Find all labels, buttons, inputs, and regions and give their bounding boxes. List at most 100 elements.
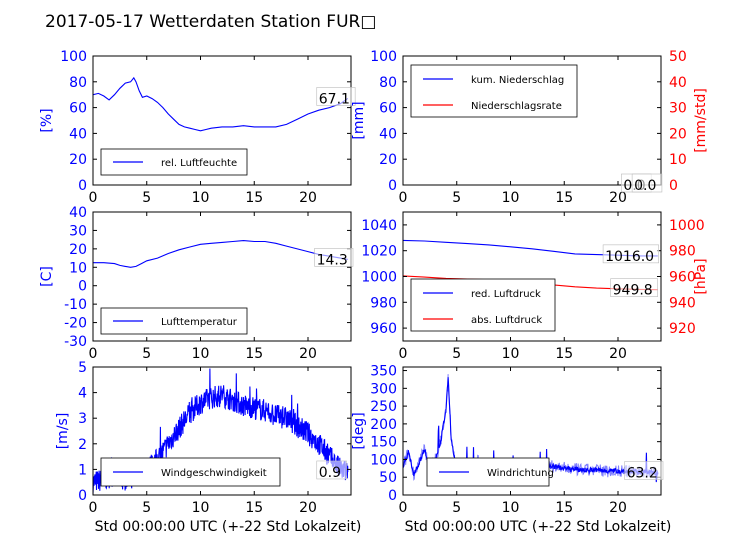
y-tick-label: 2	[78, 437, 87, 453]
annotation-box	[316, 460, 347, 480]
y2-tick-label: 1000	[669, 218, 705, 234]
legend: red. Luftdruck abs. Luftdruck	[410, 278, 556, 332]
y-tick-label: 0	[388, 488, 397, 504]
x-tick-label: 15	[245, 500, 263, 516]
y-tick-label: 1040	[361, 218, 397, 234]
x-tick-label: 0	[89, 346, 98, 362]
y-tick-label: 0	[78, 279, 87, 295]
x-axis-label: Std 00:00:00 UTC (+-22 Std Lokalzeit)	[405, 519, 672, 535]
y-tick-label: 4	[78, 386, 87, 402]
x-tick-label: 10	[192, 190, 210, 206]
y-tick-label: 1020	[361, 244, 397, 260]
y-tick-label: 100	[370, 452, 397, 468]
annotation-label: 0.0	[634, 178, 656, 194]
annotation-box	[631, 173, 663, 193]
y2-tick-label: 40	[669, 75, 687, 91]
y2-tick-label: 940	[669, 295, 696, 311]
y-tick-label: 150	[370, 435, 397, 451]
annotation-label: 67.1	[319, 91, 350, 107]
y-tick-label: 10	[69, 260, 87, 276]
axes-frame	[402, 55, 662, 186]
series-line-1	[93, 240, 348, 268]
y-tick-label: 60	[69, 101, 87, 117]
y-tick-label: 80	[379, 75, 397, 91]
annotation-label: 0.9	[319, 465, 341, 481]
x-tick-label: 10	[192, 500, 210, 516]
panel-humidity: 0 5 10 15 20 0 20 40 60 80 100 [%] 67.1 rel. Luftfeuc…	[39, 49, 356, 206]
x-tick-label: 20	[609, 346, 627, 362]
y-axis-label: [deg]	[351, 412, 367, 449]
x-tick-label: 0	[89, 500, 98, 516]
y-tick-label: -20	[64, 316, 87, 332]
x-tick-label: 15	[555, 190, 573, 206]
y2-tick-label: 20	[669, 126, 687, 142]
legend-box	[410, 64, 578, 118]
y-tick-label: 1000	[361, 270, 397, 286]
annotation: 949.8	[610, 278, 658, 299]
y2-tick-label: 0	[669, 178, 678, 194]
axes-frame	[92, 55, 352, 186]
y-tick-label: 30	[69, 223, 87, 239]
legend-label: kum. Niederschlag	[471, 75, 564, 86]
annotation: 63.2	[624, 461, 664, 482]
legend: Windgeschwindigkeit	[100, 457, 281, 487]
y2-tick-label: 960	[669, 270, 696, 286]
panel-temperature: 0 5 10 15 20 -30 -20 -10 0 10 20 30 40 [C] 14.3 Lufttem…	[39, 205, 354, 362]
x-tick-label: 15	[555, 346, 573, 362]
annotation-label: 949.8	[613, 283, 653, 299]
legend: Lufttemperatur	[100, 307, 248, 335]
y-tick-label: 0	[78, 488, 87, 504]
axes-frame	[402, 366, 662, 496]
y-tick-label: 100	[60, 49, 87, 65]
legend-label: Niederschlagsrate	[471, 101, 562, 112]
y-tick-label: 50	[379, 470, 397, 486]
y2-axis-label: [mm/std]	[693, 88, 709, 153]
x-tick-label: 5	[452, 346, 461, 362]
x-tick-label: 20	[299, 190, 317, 206]
y-axis-label: [%]	[39, 108, 55, 132]
y-tick-label: 40	[69, 126, 87, 142]
panel-windspeed: 0 5 10 15 20 0 1 2 3 4 5 [m/s] Std 00:00:00 UTC (+-2…	[55, 360, 361, 535]
x-tick-label: 0	[399, 346, 408, 362]
annotation-label: 1016.0	[605, 249, 654, 265]
y-tick-label: 20	[69, 242, 87, 258]
annotation-box	[314, 248, 354, 267]
annotation-label: 14.3	[317, 252, 348, 268]
x-tick-label: 20	[299, 500, 317, 516]
y2-tick-label: 980	[669, 244, 696, 260]
panel-pressure: 0 5 10 15 20 960 980 1000 1020 1040 920 940 960 980 10…	[361, 211, 709, 362]
x-tick-label: 15	[245, 190, 263, 206]
y2-axis-label: [hPa]	[693, 258, 709, 294]
x-tick-label: 0	[399, 500, 408, 516]
x-tick-label: 10	[192, 346, 210, 362]
legend-label: Lufttemperatur	[161, 317, 238, 328]
axes-frame	[92, 211, 352, 342]
y-tick-label: 5	[78, 360, 87, 376]
y2-tick-label: 920	[669, 321, 696, 337]
series-line-1	[93, 76, 349, 132]
y2-tick-label: 50	[669, 49, 687, 65]
y-tick-label: 20	[69, 152, 87, 168]
y2-tick-label: 10	[669, 152, 687, 168]
annotation: 14.3	[314, 248, 354, 268]
annotation-box	[610, 278, 658, 297]
y-tick-label: 40	[379, 126, 397, 142]
x-tick-label: 10	[502, 190, 520, 206]
y-axis-label: [mm]	[351, 101, 367, 139]
plot-area	[93, 76, 349, 132]
panel-precipitation: 0 5 10 15 20 0 20 40 60 80 100 [mm] 0 10 20 30 40 50 [mm/s…	[351, 49, 709, 206]
y-tick-label: 1	[78, 462, 87, 478]
annotation-label: 63.2	[627, 466, 658, 482]
x-tick-label: 15	[555, 500, 573, 516]
legend-label: abs. Luftdruck	[471, 315, 542, 326]
x-tick-label: 5	[452, 500, 461, 516]
y-tick-label: 3	[78, 411, 87, 427]
axes-frame	[92, 366, 352, 496]
y-tick-label: 200	[370, 417, 397, 433]
y-tick-label: -10	[64, 297, 87, 313]
y-tick-label: 0	[388, 178, 397, 194]
x-tick-label: 20	[609, 500, 627, 516]
y-tick-label: 60	[379, 101, 397, 117]
legend-label: Windgeschwindigkeit	[161, 468, 267, 479]
